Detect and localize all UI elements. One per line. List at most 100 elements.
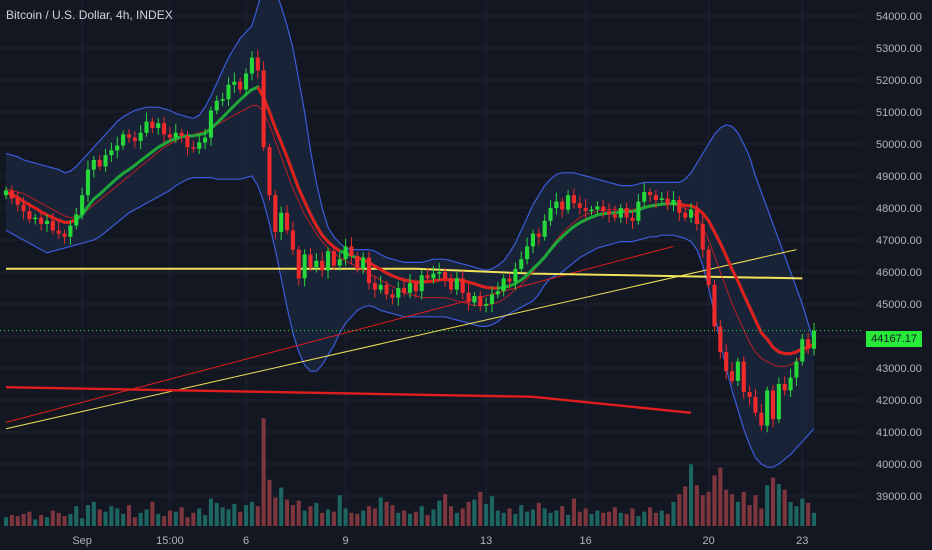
volume-bar — [267, 479, 272, 526]
volume-bar — [607, 511, 612, 526]
bollinger-band-area — [6, 0, 814, 468]
candle-body — [782, 384, 787, 391]
volume-bar — [27, 511, 32, 526]
candle-body — [794, 361, 799, 378]
volume-bar — [349, 512, 354, 526]
candle-body — [765, 390, 770, 426]
candle-body — [173, 132, 178, 138]
volume-bar — [677, 494, 682, 526]
candle-body — [753, 396, 758, 413]
candle-body — [648, 192, 653, 196]
bollinger-bands — [5, 0, 815, 468]
volume-bar — [548, 512, 553, 526]
time-tick-label: 20 — [702, 535, 714, 547]
volume-bar — [167, 510, 172, 526]
time-tick-label: 13 — [480, 535, 492, 547]
candle-body — [554, 201, 559, 208]
candle-body — [203, 137, 208, 143]
candle-body — [185, 136, 190, 148]
candle-body — [712, 284, 717, 327]
candle-body — [729, 371, 735, 381]
volume-bars — [3, 418, 817, 526]
volume-bar — [402, 510, 407, 526]
volume-bar — [337, 495, 342, 526]
volume-bar — [214, 502, 219, 526]
candle-body — [167, 134, 172, 138]
candle-body — [331, 251, 336, 266]
candle-body — [419, 275, 424, 292]
volume-bar — [484, 504, 489, 526]
volume-bar — [132, 517, 137, 526]
volume-bar — [244, 505, 249, 526]
candle-body — [308, 254, 313, 268]
volume-bar — [179, 507, 184, 526]
volume-bar — [507, 508, 512, 526]
candle-body — [694, 209, 699, 224]
candle-body — [179, 132, 184, 136]
volume-bar — [15, 516, 20, 526]
candle-body — [232, 81, 237, 85]
volume-bar — [284, 499, 290, 526]
volume-bar — [659, 510, 664, 526]
candle-body — [542, 220, 547, 237]
volume-bar — [138, 512, 143, 526]
volume-bar — [765, 485, 770, 526]
price-tick-label: 49000.00 — [876, 171, 922, 183]
volume-bar — [208, 498, 213, 526]
candle-body — [349, 246, 354, 256]
volume-bar — [220, 507, 225, 526]
candle-body — [413, 283, 418, 292]
volume-bar — [115, 508, 120, 526]
candle-body — [437, 272, 442, 274]
volume-bar — [150, 501, 155, 526]
candle-body — [103, 155, 108, 167]
volume-bar — [56, 512, 61, 526]
candle-body — [454, 278, 459, 290]
volume-bar — [296, 500, 301, 526]
volume-bar — [85, 505, 91, 526]
volume-bar — [238, 511, 243, 526]
volume-bar — [583, 508, 588, 526]
candle-body — [390, 294, 395, 298]
candle-body — [33, 217, 38, 220]
candle-body — [653, 195, 658, 200]
volume-bar — [724, 489, 729, 526]
price-tick-label: 53000.00 — [876, 43, 922, 55]
volume-bar — [706, 491, 711, 526]
volume-bar — [44, 517, 50, 526]
volume-bar — [618, 512, 623, 526]
candle-body — [343, 246, 348, 260]
time-tick-label: 16 — [580, 535, 592, 547]
volume-bar — [226, 509, 231, 526]
volume-bar — [782, 489, 787, 526]
volume-bar — [162, 516, 167, 526]
volume-bar — [595, 510, 600, 526]
candle-body — [39, 217, 44, 224]
volume-bar — [431, 509, 436, 526]
volume-bar — [776, 484, 781, 526]
volume-bar — [9, 515, 14, 526]
candle-body — [489, 294, 495, 304]
candle-body — [325, 251, 331, 271]
volume-bar — [185, 517, 190, 526]
volume-bar — [314, 502, 319, 526]
volume-bar — [589, 513, 594, 526]
candle-body — [718, 326, 723, 352]
candle-body — [50, 220, 55, 231]
yellow-ma-line — [6, 267, 803, 280]
candle-body — [126, 134, 132, 138]
candle-body — [759, 412, 764, 426]
candle-body — [249, 57, 254, 74]
price-tick-label: 45000.00 — [876, 299, 922, 311]
price-tick-label: 54000.00 — [876, 11, 922, 23]
candle-body — [513, 268, 518, 282]
candle-body — [144, 121, 149, 133]
candle-body — [3, 190, 9, 196]
volume-bar — [630, 508, 635, 526]
volume-bar — [366, 506, 372, 526]
candle-body — [706, 249, 711, 285]
candle-body — [226, 84, 231, 100]
candle-body — [472, 296, 477, 303]
candle-body — [735, 361, 740, 381]
